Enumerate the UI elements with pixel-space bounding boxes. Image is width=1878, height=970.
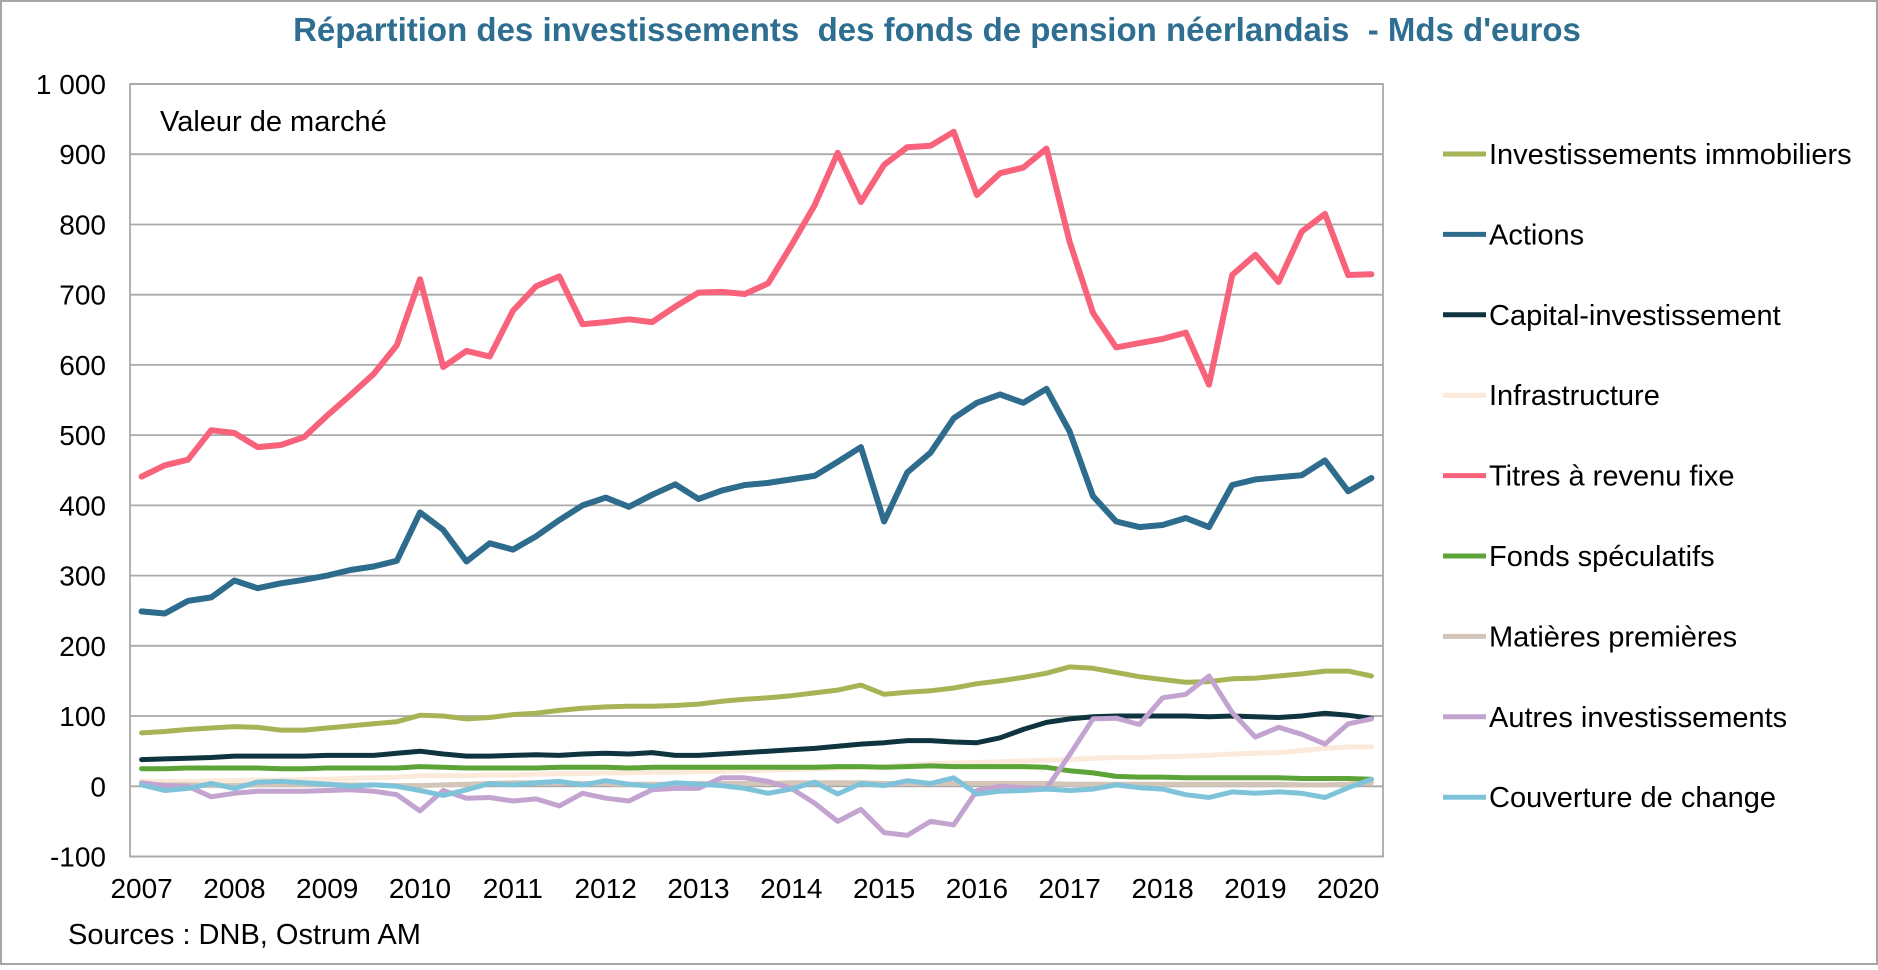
svg-text:300: 300 (59, 561, 106, 592)
svg-text:2010: 2010 (389, 873, 451, 904)
svg-text:2015: 2015 (853, 873, 915, 904)
svg-text:Répartition des investissement: Répartition des investissements des fond… (293, 11, 1581, 48)
svg-text:2019: 2019 (1224, 873, 1286, 904)
svg-text:Investissements immobiliers: Investissements immobiliers (1489, 139, 1852, 171)
svg-text:600: 600 (59, 350, 106, 381)
svg-text:2012: 2012 (575, 873, 637, 904)
svg-text:2017: 2017 (1039, 873, 1101, 904)
svg-text:900: 900 (59, 139, 106, 170)
svg-text:2009: 2009 (296, 873, 358, 904)
svg-text:200: 200 (59, 631, 106, 662)
svg-text:Sources : DNB, Ostrum AM: Sources : DNB, Ostrum AM (68, 919, 421, 951)
svg-text:400: 400 (59, 490, 106, 521)
svg-text:-100: -100 (50, 842, 106, 873)
svg-text:800: 800 (59, 210, 106, 241)
svg-text:2007: 2007 (110, 873, 172, 904)
svg-text:2018: 2018 (1131, 873, 1193, 904)
svg-text:Capital-investissement: Capital-investissement (1489, 300, 1781, 332)
svg-text:2014: 2014 (760, 873, 822, 904)
svg-text:500: 500 (59, 420, 106, 451)
svg-text:Valeur de marché: Valeur de marché (160, 106, 387, 138)
svg-text:Couverture de change: Couverture de change (1489, 782, 1776, 814)
svg-text:700: 700 (59, 280, 106, 311)
svg-text:Autres investissements: Autres investissements (1489, 702, 1787, 734)
svg-text:0: 0 (90, 771, 106, 802)
svg-text:Titres à revenu fixe: Titres à revenu fixe (1489, 461, 1735, 493)
svg-text:2013: 2013 (667, 873, 729, 904)
svg-text:Actions: Actions (1489, 219, 1584, 251)
svg-text:100: 100 (59, 701, 106, 732)
svg-text:Matières premières: Matières premières (1489, 621, 1737, 653)
svg-text:Fonds spéculatifs: Fonds spéculatifs (1489, 541, 1715, 573)
svg-text:2011: 2011 (483, 873, 543, 904)
svg-text:1 000: 1 000 (36, 69, 106, 100)
svg-text:2008: 2008 (203, 873, 265, 904)
svg-text:Infrastructure: Infrastructure (1489, 380, 1660, 412)
svg-text:2020: 2020 (1317, 873, 1379, 904)
svg-text:2016: 2016 (946, 873, 1008, 904)
